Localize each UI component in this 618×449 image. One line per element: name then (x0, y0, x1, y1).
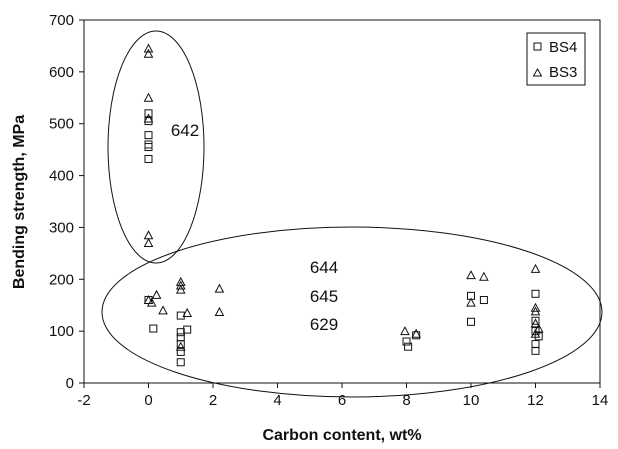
y-tick-label: 200 (49, 271, 74, 288)
y-axis-title: Bending strength, MPa (11, 115, 28, 289)
y-tick-label: 700 (49, 12, 74, 29)
point-bs3 (143, 294, 154, 305)
point-bs4 (144, 109, 153, 118)
point-bs3 (530, 302, 541, 312)
annotation-629: 629 (310, 315, 338, 334)
x-tick-label: 8 (402, 392, 410, 409)
x-tick-label: 4 (273, 392, 281, 409)
y-tick-label: 600 (49, 64, 74, 81)
point-bs3 (143, 113, 154, 123)
point-bs3 (530, 306, 541, 316)
plot-area (83, 19, 601, 384)
legend-label-bs3: BS3 (549, 64, 577, 81)
point-bs4 (467, 317, 475, 326)
y-tick-label: 0 (66, 375, 74, 392)
point-bs3 (151, 289, 162, 299)
point-bs3 (158, 305, 168, 315)
annotation-644: 644 (310, 258, 338, 277)
point-bs3 (400, 326, 410, 336)
point-bs3 (479, 271, 489, 281)
point-bs3 (143, 48, 154, 58)
x-tick-label: 2 (209, 392, 217, 409)
x-tick-label: 6 (338, 392, 346, 409)
y-tick-label: 400 (49, 168, 74, 185)
cluster-ellipse-upper (107, 30, 205, 264)
point-bs4 (176, 328, 185, 337)
legend: BS4 BS3 (526, 32, 586, 86)
point-bs3 (175, 284, 186, 294)
point-bs4 (404, 342, 413, 351)
cluster-ellipse-lower (101, 226, 603, 398)
point-bs3 (533, 323, 544, 333)
point-bs3 (214, 306, 225, 316)
point-bs3 (214, 283, 225, 293)
point-bs3 (143, 43, 154, 53)
point-bs3 (411, 328, 422, 338)
cluster-ellipses (101, 30, 603, 398)
point-bs3 (143, 237, 154, 247)
point-bs4 (144, 143, 153, 152)
x-tick-label: 14 (592, 392, 609, 409)
y-tick-label: 500 (49, 116, 74, 133)
x-tick-label: 10 (463, 392, 480, 409)
point-bs4 (176, 340, 185, 349)
triangle-marker-icon (532, 67, 543, 77)
point-bs3 (146, 297, 157, 307)
point-bs4 (149, 324, 158, 333)
point-bs4 (176, 347, 185, 356)
point-bs3 (182, 307, 193, 317)
annotation-642: 642 (171, 121, 199, 140)
y-tick-label: 300 (49, 219, 74, 236)
legend-label-bs4: BS4 (549, 39, 577, 56)
point-bs4 (531, 316, 540, 325)
annotation-645: 645 (310, 287, 338, 306)
point-bs4 (479, 296, 488, 305)
point-bs3 (175, 280, 186, 290)
x-tick-label: 12 (527, 392, 544, 409)
square-marker-icon (533, 42, 542, 51)
point-bs3 (530, 328, 541, 338)
point-bs3 (143, 92, 154, 102)
point-bs3 (466, 297, 476, 307)
y-tick-label: 100 (49, 323, 74, 340)
point-bs4 (176, 358, 185, 367)
point-bs3 (466, 270, 476, 280)
point-bs4 (531, 289, 540, 298)
x-axis-title: Carbon content, wt% (262, 427, 421, 444)
point-bs4 (402, 337, 411, 346)
point-bs4 (183, 325, 192, 334)
point-bs3 (530, 263, 541, 273)
data-points (143, 43, 544, 367)
x-tick-label: -2 (77, 392, 90, 409)
point-bs4 (144, 154, 153, 163)
point-bs4 (144, 131, 153, 140)
point-bs4 (534, 332, 543, 341)
point-bs3 (530, 318, 541, 328)
x-tick-label: 0 (144, 392, 152, 409)
point-bs3 (175, 341, 186, 351)
point-bs4 (531, 346, 540, 355)
